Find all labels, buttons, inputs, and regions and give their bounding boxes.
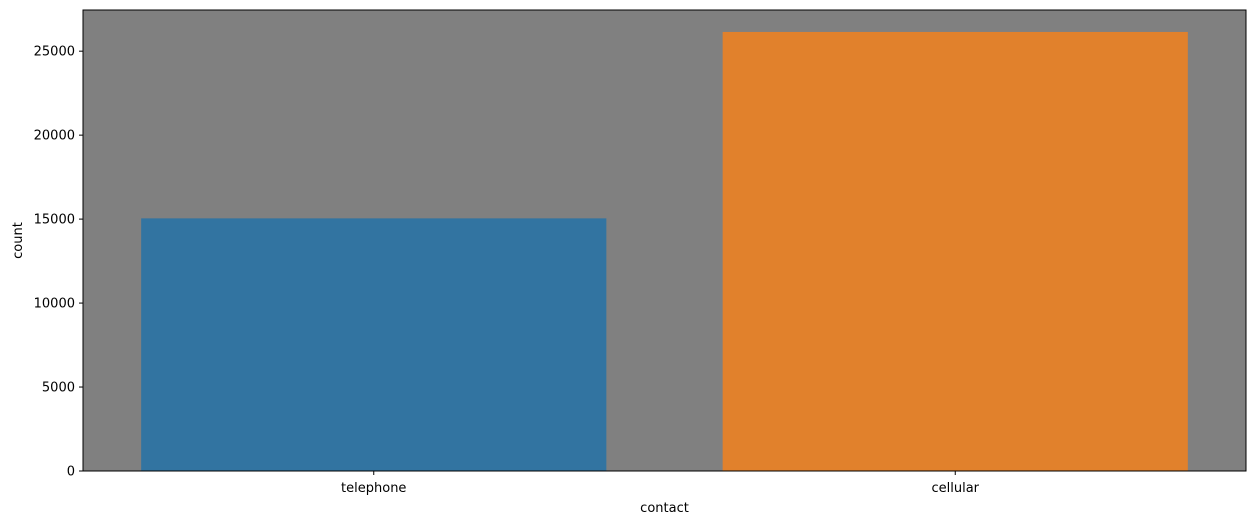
y-tick-label: 20000 xyxy=(34,129,75,144)
x-tick-label: telephone xyxy=(341,481,406,496)
x-axis: telephone cellular xyxy=(341,471,980,496)
y-tick-label: 0 xyxy=(67,465,75,480)
y-tick-label: 15000 xyxy=(34,213,75,228)
bar-cellular xyxy=(722,31,1188,471)
bars-group xyxy=(141,31,1188,471)
x-axis-label: contact xyxy=(640,501,689,516)
y-axis: 0 5000 10000 15000 20000 25000 xyxy=(34,45,83,480)
y-tick-label: 10000 xyxy=(34,297,75,312)
y-tick-label: 5000 xyxy=(42,381,75,396)
x-tick-label: cellular xyxy=(931,481,979,496)
plot-frame xyxy=(82,9,1247,472)
y-axis-label: count xyxy=(11,222,26,259)
y-tick-label: 25000 xyxy=(34,45,75,60)
bar-telephone xyxy=(141,218,607,471)
